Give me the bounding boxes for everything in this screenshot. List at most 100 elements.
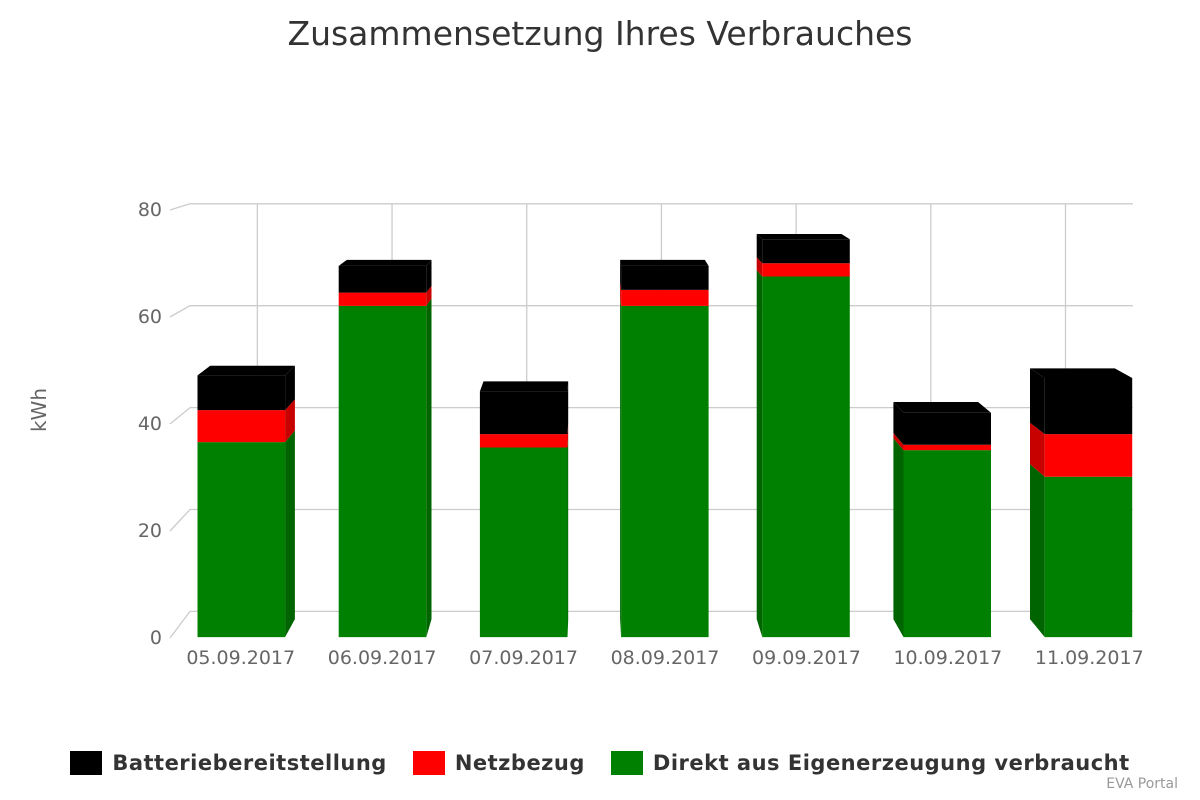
legend-swatch — [412, 751, 445, 775]
category-labels: 05.09.2017 06.09.2017 07.09.2017 08.09.2017… — [186, 647, 1143, 669]
bar-front-face — [338, 265, 427, 293]
bar-top-face — [338, 259, 432, 266]
bar-front-face — [762, 263, 850, 277]
bar-segment — [197, 430, 295, 638]
bar-side-face — [285, 430, 295, 638]
y-tick-label: 60 — [138, 306, 162, 328]
bar-front-face — [338, 292, 427, 306]
bar-segment — [756, 270, 850, 638]
bar-segment — [620, 283, 709, 306]
bar-front-face — [1044, 476, 1133, 638]
bar-top-face — [479, 381, 569, 392]
bar-side-face — [893, 433, 904, 451]
bar-side-face — [285, 399, 295, 443]
bar-segment — [479, 381, 569, 435]
bar-side-face — [756, 257, 763, 277]
bar-side-face — [567, 435, 569, 638]
legend-label: Direkt aus Eigenerzeugung verbraucht — [652, 751, 1130, 775]
y-tick-label: 0 — [150, 627, 162, 649]
bar-front-face — [903, 450, 991, 638]
bar-side-face — [567, 422, 569, 448]
bar-segment — [620, 259, 709, 290]
legend-label: Netzbezug — [454, 751, 585, 775]
bar-front-face — [903, 444, 991, 451]
x-tick-label: 11.09.2017 — [1035, 647, 1144, 669]
bar-segment — [893, 438, 991, 638]
bar-segment — [756, 234, 850, 264]
bar-segment — [479, 422, 569, 448]
bar-segment — [338, 285, 432, 306]
bar-side-face — [567, 381, 569, 435]
bar-front-face — [1044, 434, 1133, 477]
credits-text[interactable]: EVA Portal — [1106, 776, 1178, 792]
bar-side-face — [1030, 422, 1045, 477]
bar-side-face — [1030, 368, 1045, 435]
legend: Batteriebereitstellung Netzbezug Direkt au… — [0, 745, 1200, 781]
legend-item[interactable]: Netzbezug — [412, 751, 585, 775]
legend-swatch — [70, 751, 103, 775]
bar-segment — [893, 402, 991, 445]
bar-side-face — [1030, 464, 1045, 638]
y-tick-label: 80 — [138, 199, 162, 221]
bar-group — [197, 234, 1133, 638]
legend-swatch — [610, 751, 643, 775]
bar-front-face — [621, 289, 709, 306]
bar-side-face — [620, 298, 622, 638]
grid-line — [169, 203, 1133, 211]
bar-front-face — [197, 410, 286, 443]
bar-top-face — [893, 402, 991, 413]
legend-item[interactable]: Direkt aus Eigenerzeugung verbraucht — [610, 751, 1130, 775]
bar-front-face — [903, 412, 991, 445]
bar-front-face — [479, 391, 568, 435]
x-tick-label: 05.09.2017 — [186, 647, 295, 669]
x-tick-label: 06.09.2017 — [328, 647, 437, 669]
bar-front-face — [1044, 378, 1133, 435]
bar-front-face — [479, 434, 568, 448]
bar-segment — [197, 365, 295, 411]
bar-front-face — [621, 265, 709, 290]
y-axis-label: kWh — [27, 388, 51, 432]
bar-top-face — [620, 259, 709, 266]
bar-segment — [620, 298, 709, 638]
x-tick-label: 09.09.2017 — [752, 647, 861, 669]
bar-top-face — [197, 365, 295, 376]
bar-side-face — [620, 259, 622, 290]
bar-front-face — [197, 442, 286, 638]
bar-segment — [1030, 464, 1133, 638]
legend-item[interactable]: Batteriebereitstellung — [70, 751, 387, 775]
bar-segment — [893, 433, 991, 451]
x-tick-label: 08.09.2017 — [611, 647, 720, 669]
axis-labels: 0 20 40 60 80 kWh — [27, 199, 162, 649]
bar-segment — [197, 399, 295, 443]
bar-side-face — [893, 402, 904, 445]
bar-segment — [1030, 422, 1133, 477]
bar-front-face — [197, 375, 286, 411]
bar-front-face — [762, 276, 850, 638]
bar-segment — [1030, 368, 1133, 435]
bar-side-face — [620, 283, 622, 306]
bar-side-face — [893, 438, 904, 638]
bar-front-face — [338, 305, 427, 638]
bar-segment — [479, 435, 569, 638]
bar-side-face — [426, 298, 432, 638]
bar-segment — [338, 298, 432, 638]
bar-segment — [338, 259, 432, 293]
bar-top-face — [756, 234, 850, 240]
bar-top-face — [1030, 368, 1133, 378]
bar-front-face — [479, 447, 568, 638]
bar-side-face — [426, 259, 432, 293]
bar-front-face — [621, 305, 709, 638]
x-tick-label: 10.09.2017 — [893, 647, 1002, 669]
x-tick-label: 07.09.2017 — [469, 647, 578, 669]
bar-segment — [756, 257, 850, 277]
legend-label: Batteriebereitstellung — [112, 751, 387, 775]
bar-side-face — [426, 285, 432, 306]
y-tick-label: 40 — [138, 413, 162, 435]
bar-side-face — [756, 234, 763, 264]
y-tick-label: 20 — [138, 520, 162, 542]
chart-title: Zusammensetzung Ihres Verbrauches — [287, 14, 913, 53]
bar-side-face — [285, 365, 295, 411]
bar-side-face — [756, 270, 763, 638]
bar-front-face — [762, 239, 850, 264]
